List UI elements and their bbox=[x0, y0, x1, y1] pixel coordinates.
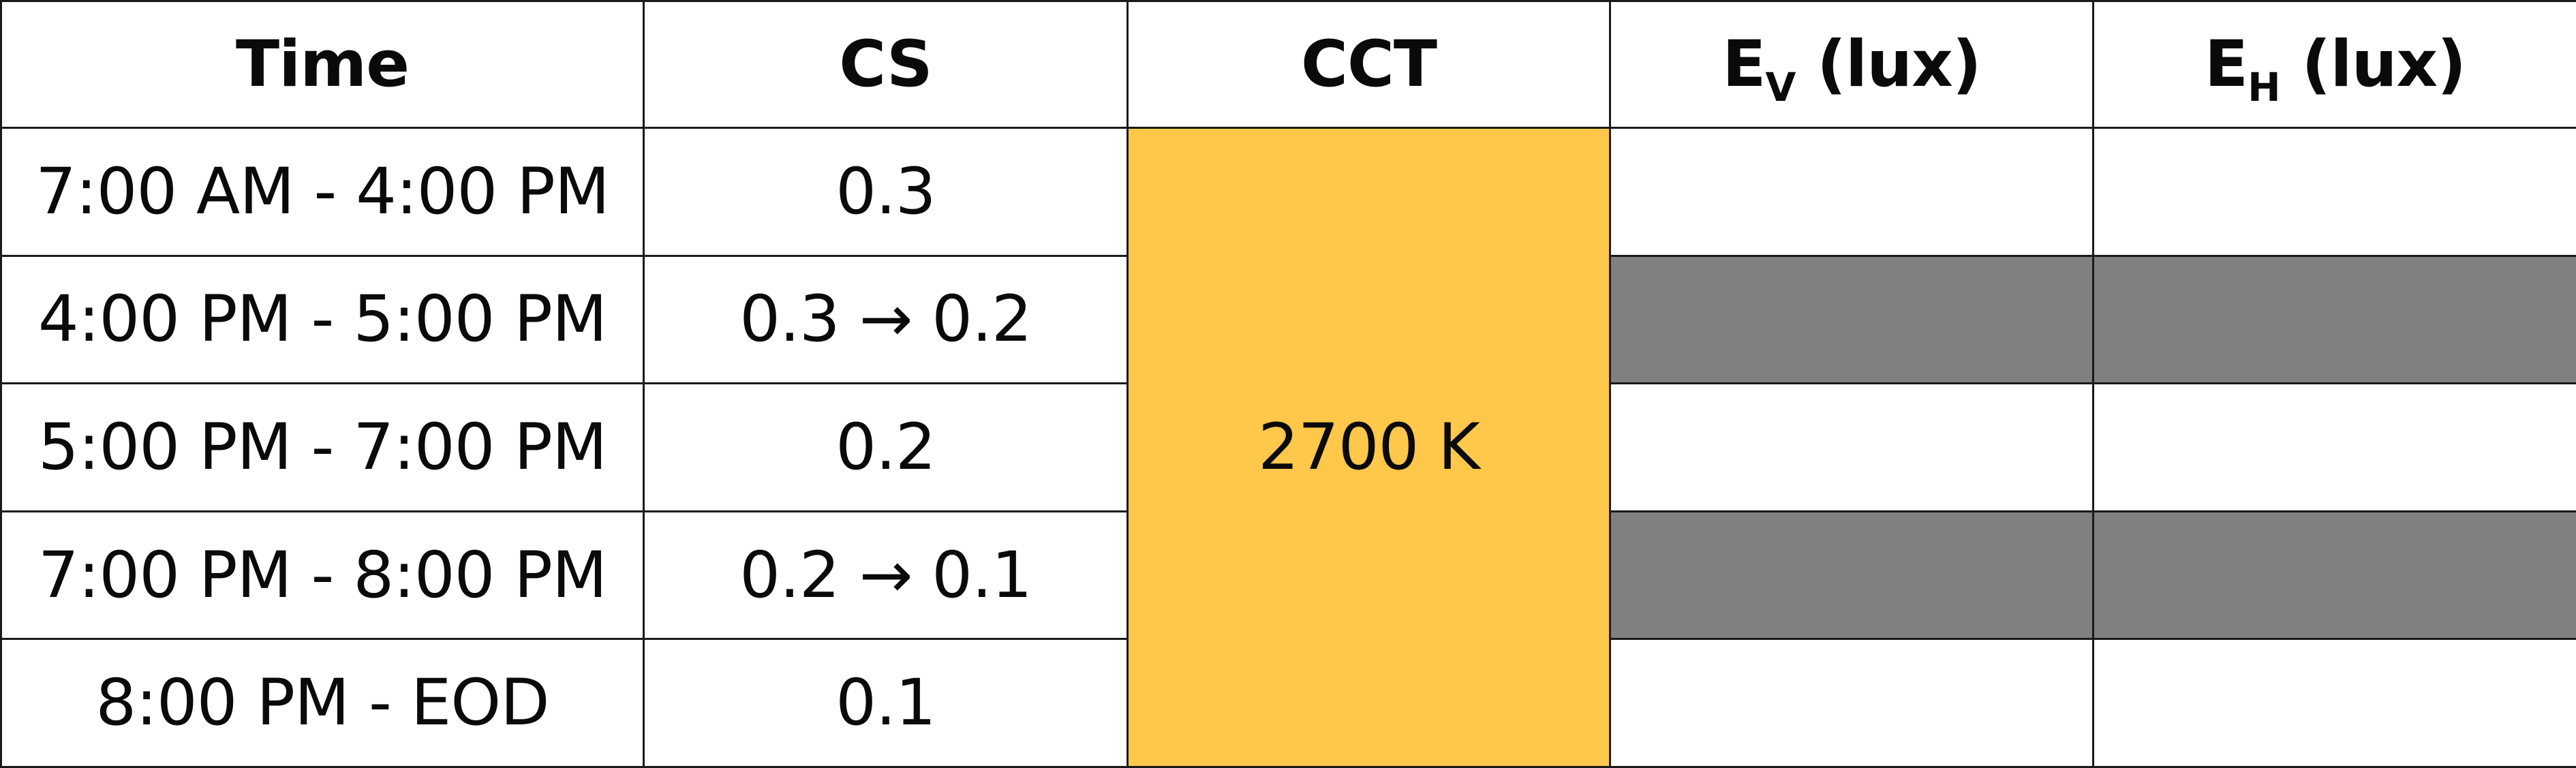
ev-cell bbox=[1609, 254, 2094, 385]
header-row: Time CS CCT EV (lux) EH (lux) bbox=[0, 0, 2576, 129]
time-cell: 8:00 PM - EOD bbox=[0, 638, 645, 768]
header-time: Time bbox=[0, 0, 645, 129]
cs-cell: 0.2 → 0.1 bbox=[643, 510, 1129, 641]
header-eh-symbol: E bbox=[2204, 27, 2248, 102]
table-row: 5:00 PM - 7:00 PM 0.2 bbox=[0, 382, 2576, 512]
header-eh-subscript: H bbox=[2248, 64, 2281, 110]
header-ev-subscript: V bbox=[1765, 64, 1796, 110]
ev-cell bbox=[1609, 510, 2094, 641]
cs-cell: 0.2 bbox=[643, 382, 1129, 512]
header-eh-unit: (lux) bbox=[2280, 27, 2466, 102]
header-cct: CCT bbox=[1126, 0, 1611, 129]
ev-cell bbox=[1609, 127, 2094, 257]
header-eh: EH (lux) bbox=[2092, 0, 2576, 129]
header-ev-unit: (lux) bbox=[1795, 27, 1982, 102]
table-row: 4:00 PM - 5:00 PM 0.3 → 0.2 bbox=[0, 254, 2576, 385]
header-ev: EV (lux) bbox=[1609, 0, 2094, 129]
table-row: 7:00 PM - 8:00 PM 0.2 → 0.1 bbox=[0, 510, 2576, 641]
cs-cell: 0.3 → 0.2 bbox=[643, 254, 1129, 385]
ev-cell bbox=[1609, 382, 2094, 512]
header-ev-symbol: E bbox=[1722, 27, 1766, 102]
eh-cell bbox=[2092, 127, 2576, 257]
eh-cell bbox=[2092, 510, 2576, 641]
time-cell: 5:00 PM - 7:00 PM bbox=[0, 382, 645, 512]
cct-cell: 2700 K bbox=[1126, 127, 1611, 768]
header-cs: CS bbox=[643, 0, 1129, 129]
eh-cell bbox=[2092, 638, 2576, 768]
time-cell: 7:00 PM - 8:00 PM bbox=[0, 510, 645, 641]
cs-cell: 0.3 bbox=[643, 127, 1129, 257]
time-cell: 4:00 PM - 5:00 PM bbox=[0, 254, 645, 385]
cs-cell: 0.1 bbox=[643, 638, 1129, 768]
time-cell: 7:00 AM - 4:00 PM bbox=[0, 127, 645, 257]
table-row: 8:00 PM - EOD 0.1 bbox=[0, 638, 2576, 768]
eh-cell bbox=[2092, 382, 2576, 512]
ev-cell bbox=[1609, 638, 2094, 768]
eh-cell bbox=[2092, 254, 2576, 385]
table-row: 7:00 AM - 4:00 PM 0.3 2700 K bbox=[0, 127, 2576, 768]
